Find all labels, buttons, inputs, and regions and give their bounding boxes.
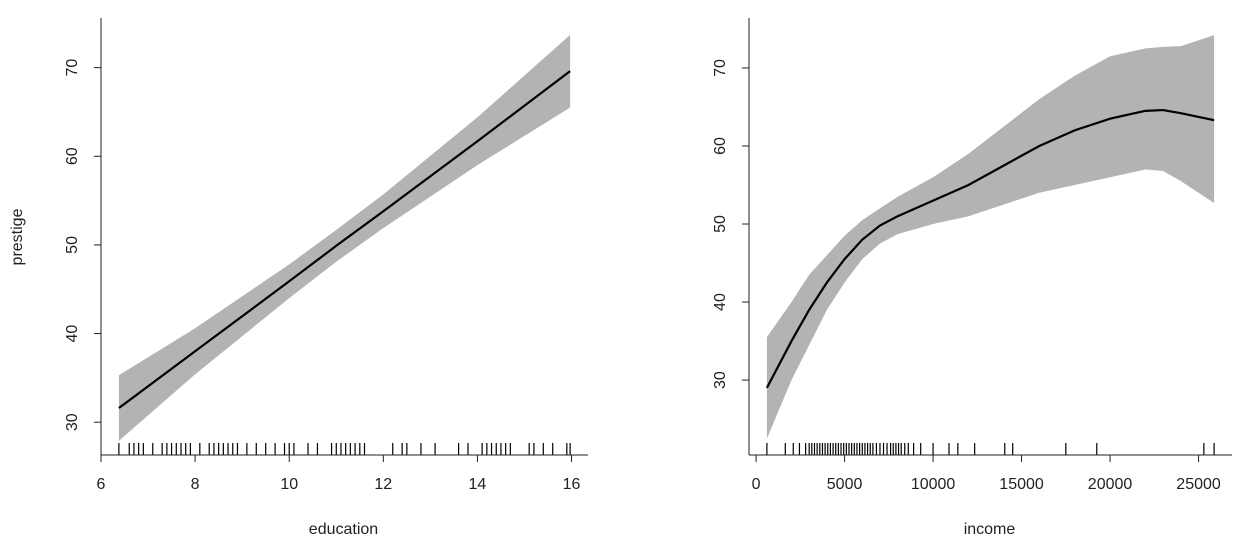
y-tick-label: 70 (64, 59, 81, 77)
x-tick-label: 0 (752, 476, 761, 493)
y-tick-label: 30 (64, 413, 81, 431)
y-tick-label: 70 (712, 59, 729, 77)
x-tick-label: 10 (280, 476, 298, 493)
x-tick-label: 16 (563, 476, 581, 493)
y-tick-label: 40 (712, 293, 729, 311)
y-tick-label: 50 (64, 236, 81, 254)
x-tick-label: 12 (374, 476, 392, 493)
x-tick-label: 20000 (1088, 476, 1133, 493)
y-axis-label: prestige (9, 208, 26, 265)
x-tick-label: 14 (469, 476, 487, 493)
x-tick-label: 5000 (827, 476, 863, 493)
y-tick-label: 60 (64, 147, 81, 165)
fit-line (765, 108, 1215, 389)
y-tick-label: 50 (712, 215, 729, 233)
x-axis-label: education (309, 521, 378, 538)
x-axis-label: income (964, 521, 1016, 538)
confidence-band (766, 35, 1215, 439)
x-tick-label: 8 (191, 476, 200, 493)
x-tick-label: 15000 (999, 476, 1044, 493)
y-tick-label: 30 (712, 371, 729, 389)
confidence-band (118, 34, 571, 441)
x-tick-label: 6 (97, 476, 106, 493)
fit-line (118, 70, 571, 409)
y-tick-label: 60 (712, 137, 729, 155)
x-tick-label: 25000 (1176, 476, 1221, 493)
y-tick-label: 40 (64, 325, 81, 343)
x-tick-label: 10000 (911, 476, 956, 493)
